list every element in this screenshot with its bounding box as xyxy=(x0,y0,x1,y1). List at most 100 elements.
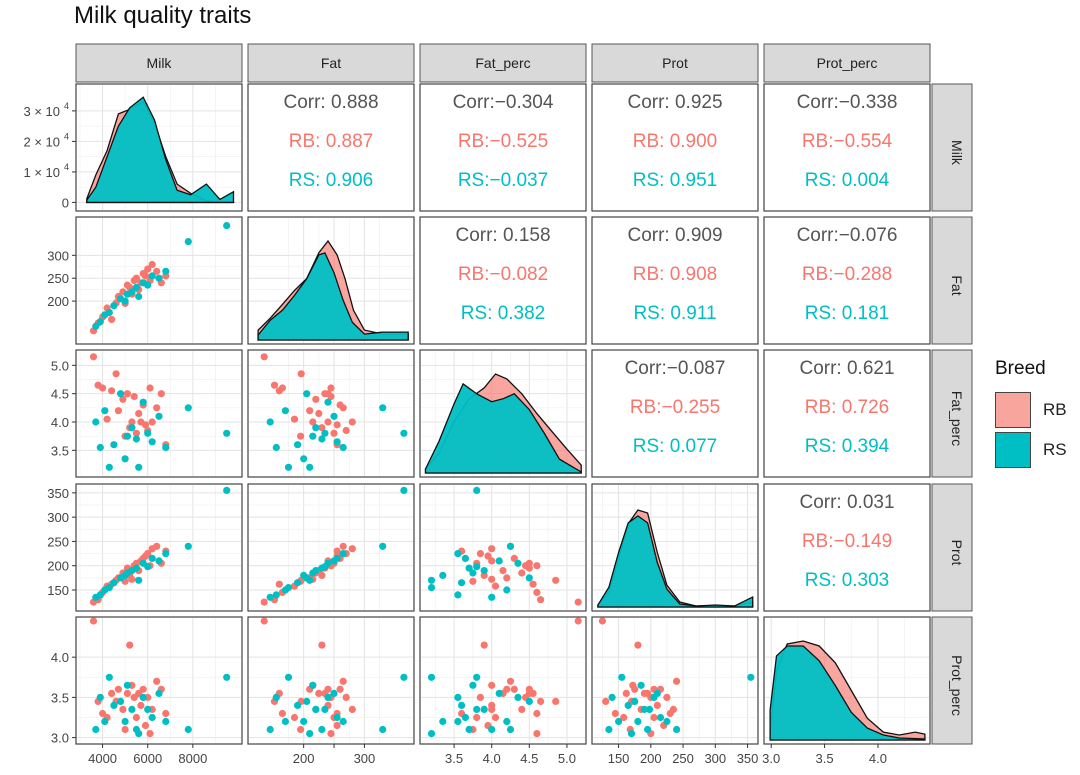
panel-prot-fat-point-rs-14 xyxy=(330,557,338,565)
panel-prot_perc-fat_perc-point-rs-12 xyxy=(473,705,481,714)
panel-milk-prot-corr-text: Corr: 0.925 xyxy=(627,92,722,113)
panel-prot-fat xyxy=(247,483,415,612)
xtick-label-milk-1: 6000 xyxy=(133,751,162,766)
panel-fat_perc-milk-point-rs-5 xyxy=(117,390,125,398)
panel-prot_perc-fat-point-rs-8 xyxy=(312,705,320,714)
panel-fat_perc-fat-point-rb-22 xyxy=(324,390,332,398)
panel-prot_perc-fat-point-rb-22 xyxy=(324,685,332,693)
panel-prot_perc-prot-point-rs-7 xyxy=(637,681,645,689)
panel-prot_perc-prot-point-rs-3 xyxy=(618,673,626,681)
panel-fat-milk-point-rs-15 xyxy=(162,267,170,275)
panel-fat_perc-fat-point-rb-7 xyxy=(312,395,320,403)
panel-prot-fat_perc-point-rs-14 xyxy=(495,557,503,565)
panel-fat_perc-milk-point-rs-6 xyxy=(121,455,129,463)
panel-prot_perc-fat_perc-point-rs-4 xyxy=(458,701,466,710)
panel-prot_perc-milk-point-rb-8 xyxy=(121,725,129,734)
panel-prot-fat_perc-point-rs-0 xyxy=(488,593,496,601)
panel-fat_perc-prot-rs-text: RS: 0.077 xyxy=(633,436,718,457)
ytick-label-milk-1: 1 × 10 xyxy=(23,165,60,180)
panel-prot_perc-milk-point-rs-13 xyxy=(148,713,156,722)
xtick-label-milk-2: 8000 xyxy=(178,751,207,766)
panel-prot_perc-fat-point-rs-10 xyxy=(306,730,314,738)
panel-prot-fat-point-rs-0 xyxy=(266,593,274,601)
panel-prot-milk-point-rs-9 xyxy=(132,564,140,572)
panel-fat_perc-fat-point-rs-9 xyxy=(318,435,326,443)
xtick-label-fat-2: 300 xyxy=(354,751,376,766)
panel-prot-milk-point-rs-15 xyxy=(162,550,170,558)
panel-prot_perc-prot-point-rb-13 xyxy=(650,713,658,722)
panel-fat_perc-milk-point-rb-17 xyxy=(141,421,150,429)
ytick-label-prot-4: 350 xyxy=(47,486,69,501)
panel-prot-fat_perc-point-rs-4 xyxy=(458,579,466,587)
panel-prot_perc-prot-point-rb-10 xyxy=(634,641,642,649)
panel-fat_perc-fat-point-rb-3 xyxy=(290,415,299,423)
legend-label-rs: RS xyxy=(1043,440,1067,459)
panel-prot_perc-prot-point-rb-1 xyxy=(602,697,610,706)
panel-fat_perc-fat-point-rb-10 xyxy=(318,424,326,432)
panel-milk-fat_perc-corr-text: Corr:−0.304 xyxy=(453,92,554,113)
strip-top-milk xyxy=(75,43,243,83)
panel-prot_perc-prot-point-rb-18 xyxy=(663,693,671,702)
panel-fat_perc-milk-point-rs-2 xyxy=(101,407,109,415)
panel-prot-fat_perc-point-rb-6 xyxy=(503,574,511,582)
panel-prot-fat-point-rb-0 xyxy=(260,598,268,606)
panel-prot-fat_perc-point-rs-15 xyxy=(454,550,462,558)
panel-prot_perc-prot-point-rb-15 xyxy=(653,701,661,710)
panel-prot-milk-point-rs-3 xyxy=(105,584,113,592)
pairs-plot-matrix: Milk Fat Fat_perc Prot Prot_perc Milk Fat Fat_p… xyxy=(23,43,973,766)
panel-prot_perc-fat-point-rs-9 xyxy=(318,725,326,734)
panel-prot_perc-fat_perc-point-rs-0 xyxy=(488,725,496,734)
panel-prot_perc-fat_perc-point-rb-22 xyxy=(525,685,533,693)
panel-prot_perc-prot-point-rb-23 xyxy=(666,709,674,718)
panel-prot-fat_perc-point-rs-3 xyxy=(427,584,436,592)
panel-prot_perc-fat_perc-point-rs-15 xyxy=(454,717,462,726)
panel-prot_perc-milk-point-rs-8 xyxy=(128,705,136,714)
panel-fat-milk-point-rs-4 xyxy=(110,302,118,310)
panel-fat_perc-prot_perc-rb-text: RB: 0.726 xyxy=(805,397,890,418)
panel-fat-milk-point-rs-6 xyxy=(121,297,129,305)
panel-prot_perc-prot-point-rb-4 xyxy=(622,689,630,698)
ytick-label-fat-1: 250 xyxy=(47,271,69,286)
panel-prot_perc-prot-point-rs-14 xyxy=(653,689,661,698)
panel-prot_perc-milk-point-rs-15 xyxy=(162,717,170,726)
panel-prot_perc-milk-point-rs-17 xyxy=(223,673,231,681)
ytick-label-milk-3: 3 × 10 xyxy=(23,104,60,119)
panel-fat-milk-point-rs-9 xyxy=(132,283,140,291)
panel-prot-fat-point-rb-20 xyxy=(348,545,356,553)
panel-fat-milk-point-rb-20 xyxy=(148,260,156,269)
panel-prot_perc-fat-point-rb-19 xyxy=(327,730,335,738)
ytick-label-fat_perc-1: 4.0 xyxy=(51,415,69,430)
panel-prot_perc-milk-point-rs-11 xyxy=(139,693,147,702)
panel-fat_perc-fat-point-rb-19 xyxy=(327,384,335,392)
panel-fat_perc-milk-point-rb-6 xyxy=(114,407,122,415)
panel-fat_perc-fat-point-rs-13 xyxy=(333,438,341,446)
panel-fat-prot_perc xyxy=(763,216,931,345)
panel-fat_perc-milk-point-rb-9 xyxy=(123,390,131,398)
panel-fat_perc-fat-point-rs-15 xyxy=(339,443,347,452)
panel-fat-milk-point-rs-13 xyxy=(148,272,156,280)
panel-prot-fat_perc-point-rs-6 xyxy=(439,571,447,580)
panel-prot_perc-milk-point-rs-14 xyxy=(155,689,163,698)
panel-prot_perc-fat_perc-point-rs-11 xyxy=(514,693,522,702)
panel-fat_perc-milk-point-rb-4 xyxy=(108,387,116,395)
panel-prot-fat_perc-point-rb-3 xyxy=(491,582,500,590)
panel-prot-fat-point-rb-21 xyxy=(339,542,347,550)
panel-fat_perc-milk-point-rs-9 xyxy=(132,435,140,443)
panel-prot_perc-fat_perc-point-rb-5 xyxy=(552,697,560,706)
strip-top-fat_perc xyxy=(419,43,587,83)
panel-prot-fat_perc-point-rb-2 xyxy=(533,588,541,597)
panel-fat_perc-milk-point-rb-12 xyxy=(130,392,138,401)
panel-milk-fat_perc xyxy=(419,83,587,212)
panel-prot_perc-fat-point-rb-10 xyxy=(318,641,326,649)
panel-fat_perc-prot-corr-text: Corr:−0.087 xyxy=(625,358,726,379)
panel-fat_perc-milk-point-rs-4 xyxy=(110,441,118,449)
panel-prot_perc-prot-point-rs-10 xyxy=(627,730,636,738)
panel-prot_perc-prot-point-rb-11 xyxy=(629,681,637,689)
panel-prot-fat-point-rs-4 xyxy=(294,579,302,587)
panel-prot_perc-fat_perc-point-rb-19 xyxy=(533,730,541,738)
panel-fat_perc-fat-point-rs-2 xyxy=(281,407,289,415)
strip-top-prot xyxy=(591,43,759,83)
panel-prot-fat-point-rs-10 xyxy=(306,576,314,584)
panel-fat_perc-fat-point-rs-3 xyxy=(284,463,293,471)
panel-prot_perc-fat_perc-point-rs-13 xyxy=(461,713,469,722)
